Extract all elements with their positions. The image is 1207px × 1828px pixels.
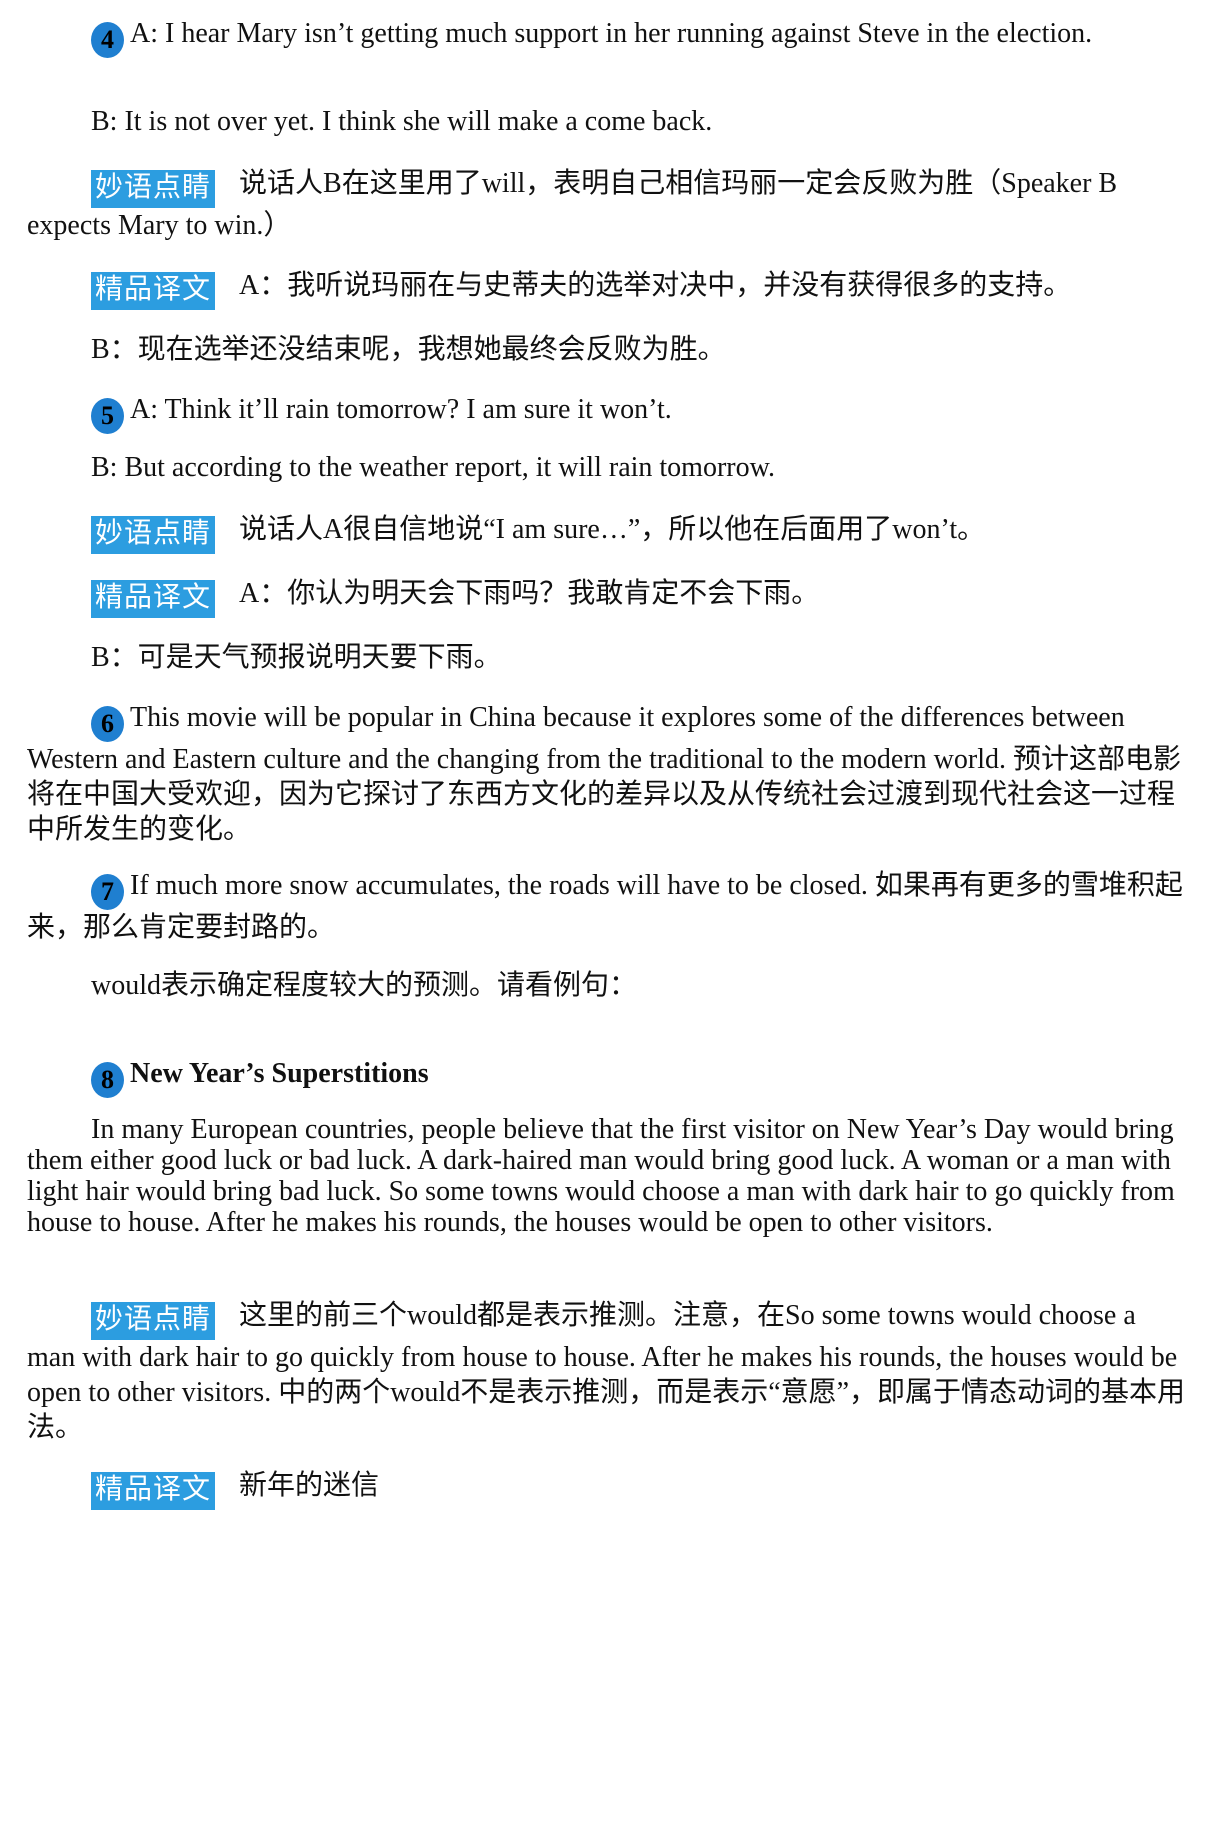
translation-tag: 精品译文 [91,1472,216,1510]
item7-number-badge: 7 [91,874,124,910]
item4-number-badge: 4 [91,22,124,58]
item5-translation-b: B：可是天气预报说明天要下雨。 [91,642,502,673]
remark-tag: 妙语点睛 [91,516,216,554]
item4-translation-b: B：现在选举还没结束呢，我想她最终会反败为胜。 [91,334,726,365]
item7-text: If much more snow accumulates, the roads… [27,870,1183,943]
item5-remark: 妙语点睛 说话人A很自信地说“I am sure…”，所以他在后面用了won’t。 [27,512,1187,554]
item7-paragraph: 7 If much more snow accumulates, the road… [27,868,1187,946]
item5-dialogue-b: B: But according to the weather report, … [91,452,776,483]
item8-trans-text: 新年的迷信 [239,1470,380,1501]
translation-tag: 精品译文 [91,272,216,310]
item8-heading: 8 New Year’s Superstitions [27,1056,1187,1098]
item8-translation: 精品译文 新年的迷信 [27,1468,1187,1510]
would-intro: would表示确定程度较大的预测。请看例句： [91,970,638,1001]
item4-dialogue-a: 4 A: I hear Mary isn’t getting much suppo… [27,16,1187,58]
item4-trans-a-text: A：我听说玛丽在与史蒂夫的选举对决中，并没有获得很多的支持。 [239,270,1072,301]
item5-number-badge: 5 [91,398,124,434]
item5-trans-a-text: A：你认为明天会下雨吗？我敢肯定不会下雨。 [239,578,820,609]
item8-remark: 妙语点睛 这里的前三个would都是表示推测。注意，在So some towns … [27,1298,1187,1445]
item6-text: This movie will be popular in China beca… [27,702,1181,845]
item6-paragraph: 6 This movie will be popular in China bec… [27,700,1187,847]
item5-remark-text: 说话人A很自信地说“I am sure…”，所以他在后面用了won’t。 [239,514,986,545]
item8-title: New Year’s Superstitions [130,1058,429,1089]
item4-remark: 妙语点睛 说话人B在这里用了will，表明自己相信玛丽一定会反败为胜（Speake… [27,166,1187,244]
item8-remark-text: 这里的前三个would都是表示推测。注意，在So some towns woul… [27,1300,1186,1443]
item4-remark-text: 说话人B在这里用了will，表明自己相信玛丽一定会反败为胜（Speaker B … [27,168,1118,241]
item8-paragraph: In many European countries, people belie… [27,1114,1175,1238]
item8-number-badge: 8 [91,1062,124,1098]
translation-tag: 精品译文 [91,580,216,618]
item5-translation-a: 精品译文 A：你认为明天会下雨吗？我敢肯定不会下雨。 [27,576,1187,618]
remark-tag: 妙语点睛 [91,1302,216,1340]
item5-a-text: A: Think it’ll rain tomorrow? I am sure … [130,394,672,425]
item4-a-text: A: I hear Mary isn’t getting much suppor… [130,18,1093,49]
item4-translation-a: 精品译文 A：我听说玛丽在与史蒂夫的选举对决中，并没有获得很多的支持。 [27,268,1187,310]
item4-dialogue-b: B: It is not over yet. I think she will … [91,106,713,137]
remark-tag: 妙语点睛 [91,170,216,208]
item6-number-badge: 6 [91,706,124,742]
item5-dialogue-a: 5 A: Think it’ll rain tomorrow? I am sure… [27,392,1187,434]
